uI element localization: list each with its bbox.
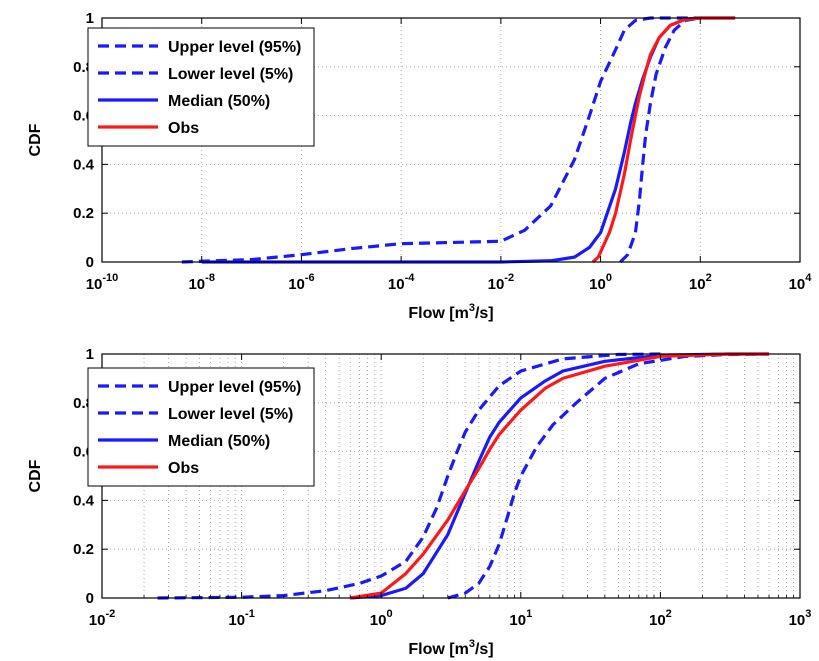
x-tick-label: 10-1	[228, 608, 254, 629]
x-tick-label: 10-8	[188, 272, 214, 293]
y-tick-label: 1	[86, 10, 94, 27]
y-axis: 00.20.40.60.81	[73, 10, 800, 271]
y-axis-label: CDF	[27, 459, 44, 492]
y-tick-label: 0.2	[73, 205, 94, 222]
series-line-3	[349, 352, 770, 600]
x-tick-label: 104	[789, 272, 813, 293]
x-tick-label: 10-2	[488, 272, 514, 293]
legend: Upper level (95%) Lower level (5%) Median …	[87, 27, 315, 147]
series-line-1	[447, 352, 770, 600]
x-tick-label: 102	[649, 608, 672, 629]
legend-label: Upper level (95%)	[168, 379, 301, 396]
top-cdf-chart: 10-10 10-8 10-6 10-4 10-2 100 102 10400.20.40.6…	[27, 10, 812, 322]
series-group	[181, 16, 736, 264]
series-line-0	[181, 16, 701, 264]
y-tick-label: 0	[86, 254, 94, 271]
x-tick-label: 100	[370, 608, 393, 629]
x-axis-label: Flow [m3/s]	[408, 638, 493, 658]
x-tick-label: 10-10	[86, 272, 119, 293]
x-tick-label: 100	[589, 272, 612, 293]
x-tick-label: 10-2	[89, 608, 115, 629]
y-tick-label: 0.4	[73, 492, 95, 509]
legend-label: Lower level (5%)	[168, 406, 293, 423]
series-group	[157, 352, 770, 600]
series-line-0	[157, 352, 661, 600]
legend-label: Obs	[168, 460, 199, 477]
x-axis: 10-10 10-8 10-6 10-4 10-2 100 102 104	[86, 18, 813, 293]
x-tick-label: 103	[789, 608, 812, 629]
y-tick-label: 0.2	[73, 541, 94, 558]
legend-label: Median (50%)	[168, 433, 270, 450]
y-tick-label: 0	[86, 590, 94, 607]
legend-label: Lower level (5%)	[168, 66, 293, 83]
x-tick-label: 10-4	[388, 272, 415, 293]
x-tick-label: 10-6	[288, 272, 314, 293]
series-line-1	[619, 16, 701, 264]
y-tick-label: 1	[86, 346, 94, 363]
series-line-3	[591, 16, 736, 264]
legend-label: Obs	[168, 120, 199, 137]
legend-label: Upper level (95%)	[168, 39, 301, 56]
x-axis: 10-2 10-1 100 101 102 103	[89, 354, 812, 629]
x-tick-label: 102	[689, 272, 712, 293]
legend: Upper level (95%) Lower level (5%) Median …	[87, 367, 315, 487]
legend-label: Median (50%)	[168, 93, 270, 110]
y-axis-label: CDF	[27, 123, 44, 156]
y-tick-label: 0.4	[73, 156, 95, 173]
x-axis-label: Flow [m3/s]	[408, 302, 493, 322]
x-tick-label: 101	[509, 608, 532, 629]
series-line-2	[350, 352, 770, 600]
